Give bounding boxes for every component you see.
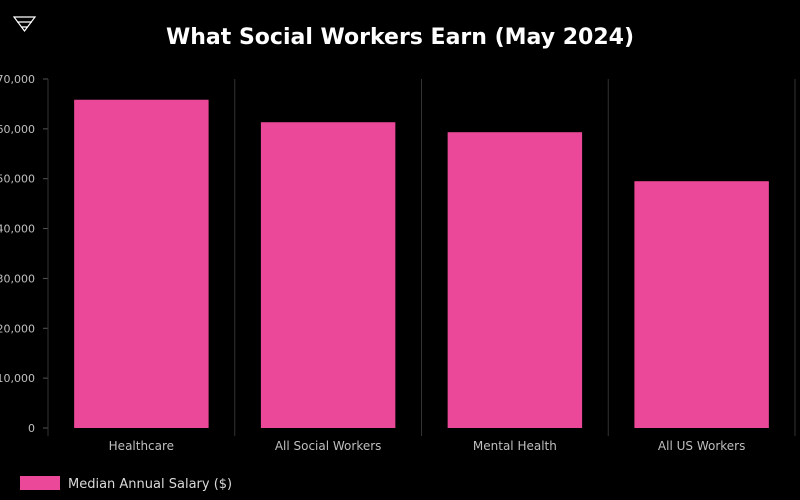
x-tick-label: Healthcare xyxy=(109,439,174,453)
category-separators xyxy=(47,79,796,436)
x-axis: Healthcare All Social Workers Mental Healt… xyxy=(109,439,746,453)
chart-title: What Social Workers Earn (May 2024) xyxy=(166,25,634,50)
y-tick-label: 60,000 xyxy=(0,123,35,136)
y-tick-label: 0 xyxy=(28,422,35,435)
y-tick-label: 40,000 xyxy=(0,223,35,236)
bar[interactable] xyxy=(260,122,396,429)
y-tick-label: 10,000 xyxy=(0,372,35,385)
bar[interactable] xyxy=(447,132,583,428)
legend-label[interactable]: Median Annual Salary ($) xyxy=(68,477,232,492)
legend-swatch[interactable] xyxy=(20,476,60,490)
bars xyxy=(74,99,769,429)
y-axis: 0 10,000 20,000 30,000 40,000 50,000 60,000 70,… xyxy=(0,73,48,435)
legend[interactable]: Median Annual Salary ($) xyxy=(20,476,232,492)
bar[interactable] xyxy=(74,99,209,428)
y-tick-label: 70,000 xyxy=(0,73,35,86)
x-tick-label: All Social Workers xyxy=(275,439,382,453)
y-tick-label: 20,000 xyxy=(0,322,35,335)
x-tick-label: All US Workers xyxy=(658,439,745,453)
y-tick-label: 50,000 xyxy=(0,173,35,186)
menu-button[interactable] xyxy=(12,16,37,32)
x-tick-label: Mental Health xyxy=(473,439,557,453)
filter-triangle-icon[interactable] xyxy=(12,16,37,32)
y-tick-label: 30,000 xyxy=(0,272,35,285)
bar[interactable] xyxy=(634,181,769,428)
